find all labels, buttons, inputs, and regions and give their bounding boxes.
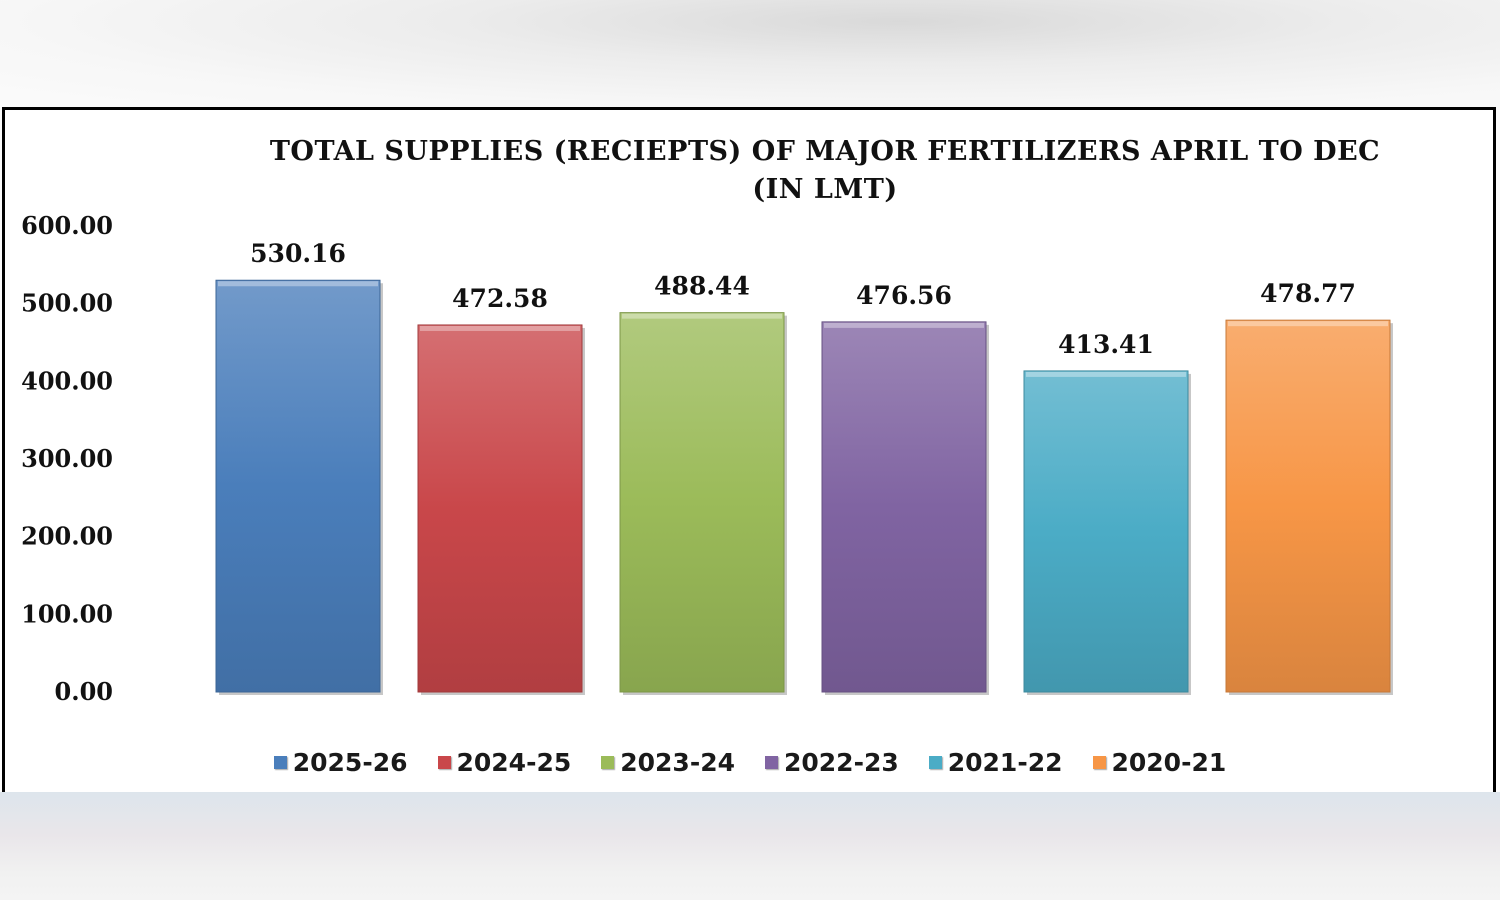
- y-tick-label: 500.00: [21, 289, 113, 318]
- legend-item-2024-25: 2024-25: [437, 747, 572, 777]
- y-tick-label: 100.00: [21, 599, 113, 628]
- legend-label: 2021-22: [947, 747, 1063, 777]
- chart-title: TOTAL SUPPLIES (RECIEPTS) OF MAJOR FERTI…: [180, 133, 1470, 209]
- data-label-2023-24: 488.44: [654, 272, 750, 301]
- y-tick-label: 200.00: [21, 522, 113, 551]
- legend-item-2022-23: 2022-23: [765, 748, 899, 777]
- legend-swatch: [601, 755, 615, 769]
- bar-highlight: [1228, 321, 1388, 327]
- legend-label: 2025-26: [292, 747, 408, 777]
- legend-swatch: [273, 755, 287, 769]
- bar-2023-24: [619, 312, 785, 693]
- legend-item-2020-21: 2020-21: [1092, 747, 1227, 777]
- legend-label: 2020-21: [1111, 747, 1227, 777]
- y-axis-labels: 0.00 100.00 200.00 300.00 400.00 500.00 600.00: [21, 211, 113, 706]
- bar-2020-21: [1225, 319, 1391, 693]
- legend-item-2021-22: 2021-22: [928, 747, 1063, 777]
- data-label-2025-26: 530.16: [250, 239, 346, 268]
- legend-swatch: [765, 755, 778, 769]
- legend-label: 2024-25: [456, 747, 572, 777]
- bar-2025-26: [215, 279, 381, 693]
- chart-title-line-1: TOTAL SUPPLIES (RECIEPTS) OF MAJOR FERTI…: [269, 136, 1381, 167]
- bar-highlight: [420, 325, 580, 331]
- chart-title-line-2: (IN LMT): [752, 174, 898, 205]
- bar-2024-25: [417, 324, 583, 693]
- background-top-blur: [0, 0, 1500, 108]
- data-label-2024-25: 472.58: [452, 284, 548, 313]
- y-tick-label: 0.00: [55, 677, 113, 706]
- legend-swatch: [437, 755, 451, 769]
- y-tick-label: 600.00: [21, 211, 113, 240]
- background-bottom-blur: [0, 792, 1500, 900]
- data-label-2021-22: 413.41: [1058, 330, 1154, 359]
- y-tick-label: 400.00: [21, 366, 113, 395]
- bar-2022-23: [821, 321, 987, 693]
- data-label-2020-21: 478.77: [1260, 279, 1356, 308]
- bar-highlight: [824, 322, 984, 328]
- bar-highlight: [622, 313, 782, 319]
- bar-highlight: [1026, 371, 1186, 377]
- bar-highlight: [218, 281, 378, 287]
- legend-label: 2023-24: [620, 747, 735, 777]
- bar-2021-22: [1023, 370, 1189, 693]
- bars: [215, 279, 1393, 695]
- data-label-2022-23: 476.56: [856, 281, 952, 310]
- y-tick-label: 300.00: [21, 444, 113, 473]
- data-labels: 530.16 472.58 488.44 476.56 413.41 478.77: [250, 239, 1356, 359]
- legend-label: 2022-23: [784, 747, 899, 777]
- chart-legend: 2025-26 2024-25 2023-24 2022-23 2021-22 2020-…: [0, 744, 1500, 780]
- legend-swatch: [1092, 755, 1106, 769]
- legend-item-2023-24: 2023-24: [601, 748, 735, 777]
- legend-item-2025-26: 2025-26: [273, 747, 408, 777]
- legend-swatch: [928, 755, 942, 769]
